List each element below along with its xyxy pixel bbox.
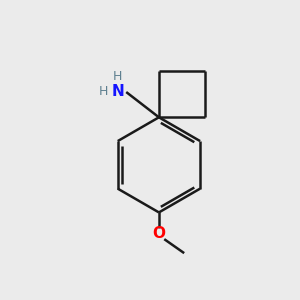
Text: O: O — [152, 226, 165, 241]
Text: N: N — [112, 84, 124, 99]
Text: H: H — [113, 70, 123, 83]
Text: H: H — [99, 85, 109, 98]
